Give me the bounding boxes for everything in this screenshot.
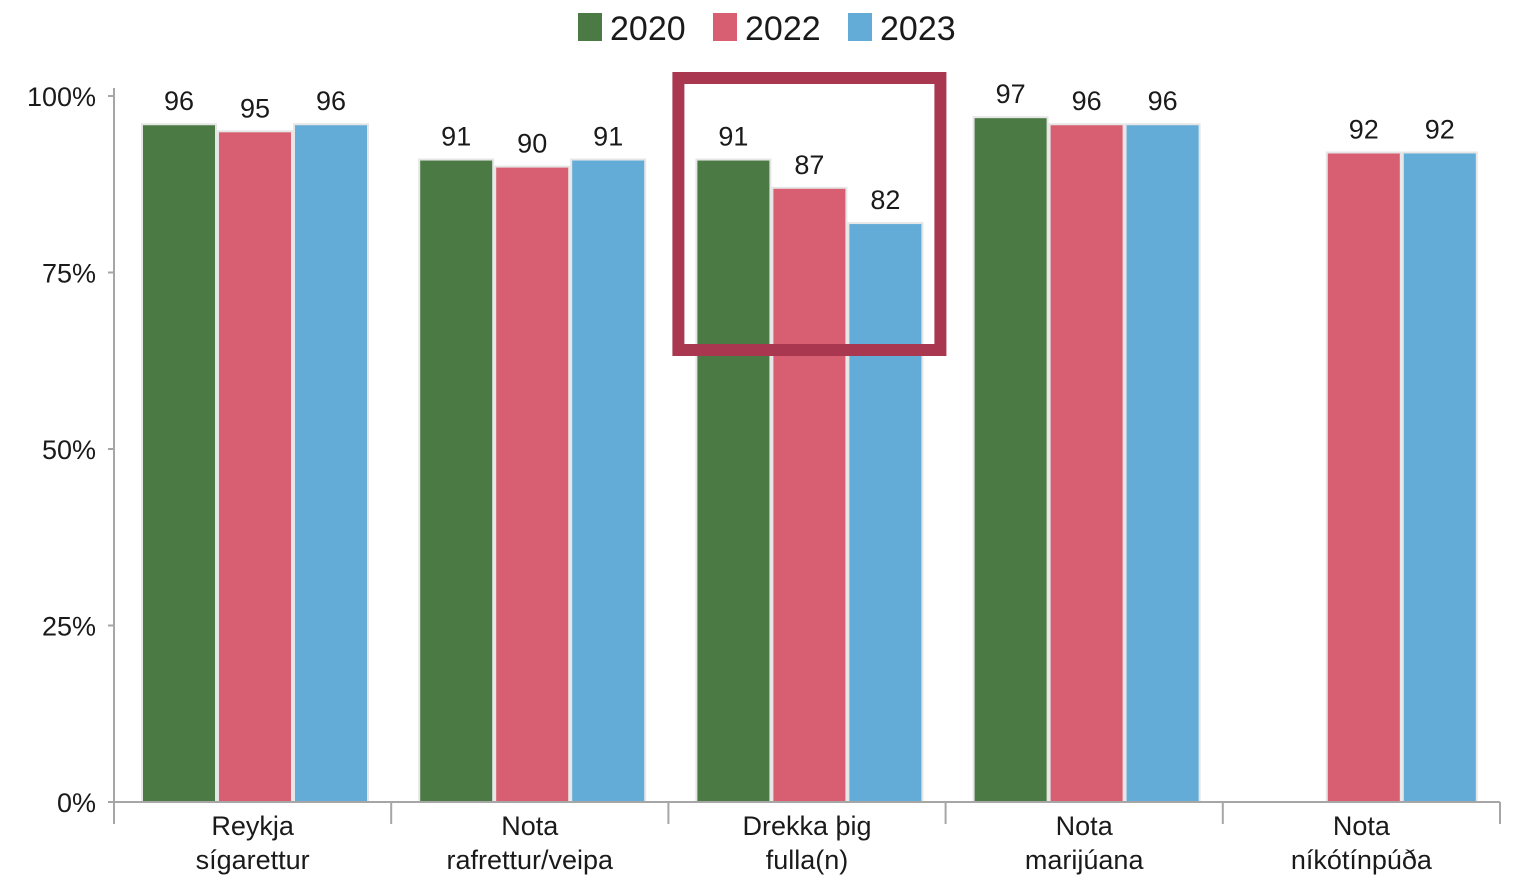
data-label: 96 [316,86,346,116]
legend-label: 2023 [880,10,956,48]
highlight-box [672,72,947,356]
y-axis: 0% 25% 50% 75% 100% [27,82,115,818]
bar-2023-3 [1124,123,1201,804]
bar-2023-0 [293,123,369,804]
bar-2022-2 [771,186,848,803]
data-label: 96 [164,86,194,116]
bar-2022-4 [1325,151,1402,804]
data-label: 96 [1072,86,1102,116]
x-tick-label-line: sígarettur [196,845,310,875]
legend: 2020 2022 2023 [578,10,956,48]
data-label: 92 [1349,114,1379,144]
legend-swatch-2022 [713,13,737,41]
x-tick-label-line: Nota [1333,811,1391,841]
bar-2023-2 [847,222,924,803]
x-tick-label-line: fulla(n) [766,845,849,875]
y-tick-label: 50% [42,435,96,465]
data-label: 92 [1425,114,1455,144]
data-label: 95 [240,93,270,123]
bar-2020-3 [972,116,1049,804]
bar-2020-1 [418,158,495,804]
x-tick-label-line: Drekka þig [742,811,871,841]
data-label: 82 [870,185,900,215]
y-tick-label: 25% [42,612,96,642]
data-label: 87 [794,150,824,180]
highlight-frame [672,72,947,356]
bar-2023-4 [1401,151,1478,804]
legend-swatch-2023 [848,13,872,41]
x-tick-label-line: marijúana [1025,845,1145,875]
x-tick-label: Drekka þig fulla(n) [742,811,871,875]
y-tick-label: 100% [27,82,96,112]
data-label: 96 [1148,86,1178,116]
bar-2022-3 [1048,123,1125,804]
data-label: 90 [517,129,547,159]
x-tick-label: Nota rafrettur/veipa [447,811,615,875]
x-axis: Reykja sígarettur Nota rafrettur/veipa Drekk… [113,801,1501,875]
x-tick-label-line: Nota [1056,811,1114,841]
bar-2020-0 [141,123,217,804]
x-tick-label: Reykja sígarettur [196,811,310,875]
bar-2020-2 [695,158,772,804]
x-tick-label: Nota marijúana [1025,811,1145,875]
bars [141,116,1478,804]
y-tick-label: 75% [42,259,96,289]
data-labels: 96 95 96 91 90 91 91 87 82 97 96 96 92 92 [164,79,1455,215]
legend-swatch-2020 [578,13,602,41]
data-label: 91 [441,122,471,152]
data-label: 91 [593,122,623,152]
bar-2022-0 [217,130,293,804]
data-label: 97 [996,79,1026,109]
x-tick-label-line: rafrettur/veipa [447,845,615,875]
x-tick-label-line: níkótínpúða [1291,845,1433,875]
y-tick-label: 0% [57,788,96,818]
x-tick-label-line: Reykja [211,811,295,841]
x-tick-label: Nota níkótínpúða [1291,811,1433,875]
data-label: 91 [718,122,748,152]
x-tick-label-line: Nota [501,811,559,841]
legend-label: 2022 [745,10,821,48]
legend-label: 2020 [610,10,686,48]
bar-2023-1 [570,158,647,804]
bar-2022-1 [494,165,571,804]
